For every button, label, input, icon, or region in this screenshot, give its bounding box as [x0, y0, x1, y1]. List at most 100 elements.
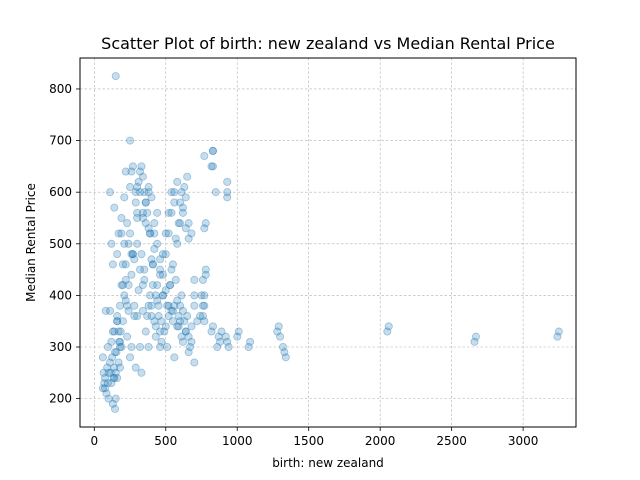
x-tick-label: 1000 — [222, 434, 253, 448]
data-point — [184, 348, 193, 357]
data-point — [110, 327, 119, 336]
data-point — [120, 239, 129, 248]
data-point — [127, 250, 136, 259]
data-point — [173, 239, 182, 248]
data-point — [184, 332, 193, 341]
data-point — [190, 275, 199, 284]
data-point — [183, 172, 192, 181]
data-point — [106, 188, 115, 197]
data-point — [133, 213, 142, 222]
data-point — [128, 250, 137, 259]
data-point — [167, 265, 176, 274]
data-point — [124, 281, 133, 290]
data-point — [233, 332, 242, 341]
data-point — [153, 281, 162, 290]
data-point — [167, 208, 176, 217]
data-point — [156, 265, 165, 274]
data-point — [137, 162, 146, 171]
data-point — [134, 286, 143, 295]
data-point — [173, 177, 182, 186]
data-point — [174, 312, 183, 321]
data-point — [223, 193, 232, 202]
data-point — [120, 193, 129, 202]
data-point — [111, 72, 120, 81]
data-point — [116, 301, 125, 310]
data-point — [118, 260, 127, 269]
data-point — [161, 286, 170, 295]
data-point — [118, 317, 127, 326]
data-point — [168, 306, 177, 315]
data-point — [246, 337, 255, 346]
data-point — [171, 234, 180, 243]
data-point — [200, 291, 209, 300]
data-point — [190, 358, 199, 367]
data-point — [138, 208, 147, 217]
data-point — [141, 219, 150, 228]
data-point — [207, 327, 216, 336]
data-point — [147, 301, 156, 310]
data-point — [116, 343, 125, 352]
y-tick-label: 200 — [49, 392, 72, 406]
data-point — [130, 312, 139, 321]
data-point — [136, 167, 145, 176]
data-point — [148, 260, 157, 269]
data-point — [156, 270, 165, 279]
plot-area — [80, 58, 576, 427]
data-point — [187, 337, 196, 346]
y-tick-label: 400 — [49, 288, 72, 302]
data-point — [136, 343, 145, 352]
data-point — [164, 312, 173, 321]
grid-lines — [80, 58, 576, 427]
data-point — [200, 224, 209, 233]
data-point — [131, 198, 140, 207]
plot-frame — [79, 57, 577, 428]
data-point — [276, 332, 285, 341]
data-point — [161, 229, 170, 238]
data-point — [187, 229, 196, 238]
data-point — [201, 265, 210, 274]
data-point — [124, 239, 133, 248]
data-point — [178, 203, 187, 212]
data-point — [133, 208, 142, 217]
data-point — [108, 353, 117, 362]
data-point — [138, 172, 147, 181]
data-point — [140, 275, 149, 284]
y-tick-label: 700 — [49, 134, 72, 148]
data-point — [156, 343, 165, 352]
y-tick-label: 800 — [49, 82, 72, 96]
x-axis-label: birth: new zealand — [272, 456, 384, 470]
data-point — [157, 317, 166, 326]
data-point — [113, 317, 122, 326]
data-point — [101, 384, 110, 393]
data-point — [161, 250, 170, 259]
data-point — [168, 260, 177, 269]
data-point — [121, 275, 130, 284]
data-points — [98, 72, 563, 413]
data-point — [127, 270, 136, 279]
data-point — [151, 332, 160, 341]
data-point — [144, 224, 153, 233]
data-point — [110, 373, 119, 382]
data-point — [200, 301, 209, 310]
data-point — [113, 250, 122, 259]
data-point — [173, 322, 182, 331]
data-point — [101, 373, 110, 382]
data-point — [107, 379, 116, 388]
chart-title: Scatter Plot of birth: new zealand vs Me… — [101, 34, 555, 53]
data-point — [208, 322, 217, 331]
data-point — [138, 306, 147, 315]
data-point — [190, 301, 199, 310]
data-point — [181, 327, 190, 336]
data-point — [138, 213, 147, 222]
data-point — [158, 270, 167, 279]
data-point — [383, 327, 392, 336]
data-point — [141, 327, 150, 336]
data-point — [121, 296, 130, 305]
data-point — [116, 337, 125, 346]
data-point — [216, 337, 225, 346]
data-point — [141, 198, 150, 207]
data-point — [154, 312, 163, 321]
data-point — [178, 306, 187, 315]
data-point — [158, 291, 167, 300]
data-point — [117, 343, 126, 352]
